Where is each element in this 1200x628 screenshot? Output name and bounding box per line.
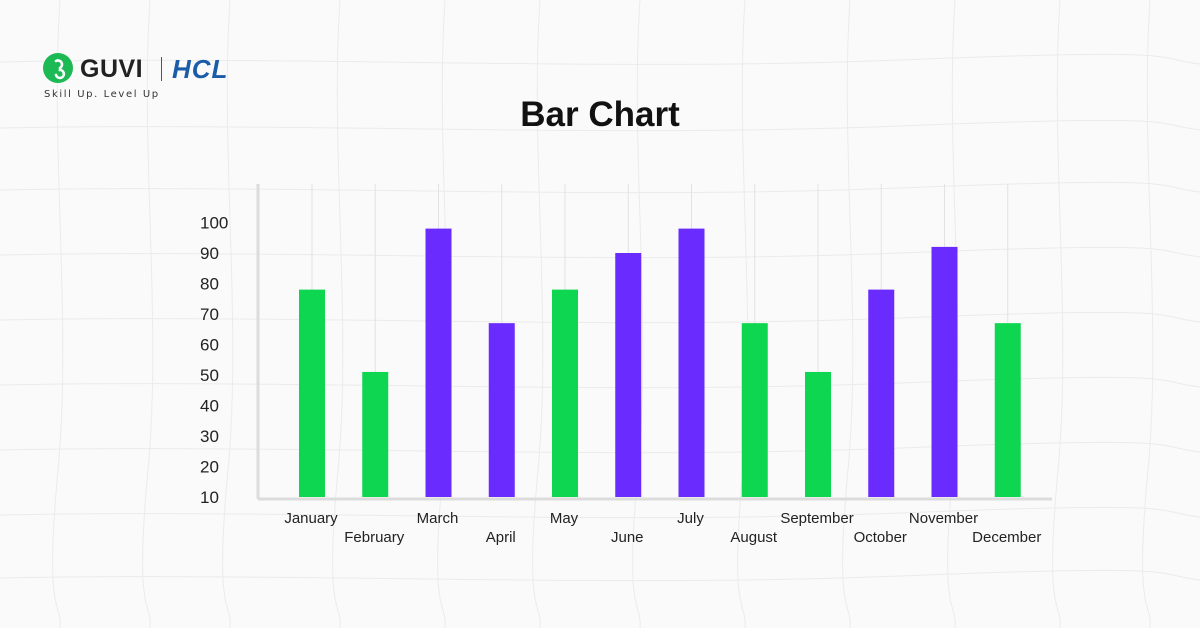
y-tick-label: 20 <box>200 458 219 477</box>
y-tick-label: 100 <box>200 214 228 233</box>
x-tick-label: March <box>417 510 459 527</box>
x-tick-label: April <box>486 529 516 546</box>
y-tick-label: 60 <box>200 336 219 355</box>
y-tick-label: 10 <box>200 488 219 507</box>
logo-divider <box>161 57 162 81</box>
bar-november <box>931 246 958 497</box>
x-tick-label: August <box>730 529 778 546</box>
y-tick-label: 50 <box>200 366 219 385</box>
brand-tagline: Skill Up. Level Up <box>44 89 160 100</box>
x-tick-label: July <box>677 510 704 527</box>
bar-september <box>805 371 831 497</box>
x-tick-label: December <box>972 529 1041 546</box>
bar-march <box>425 228 452 497</box>
y-tick-label: 30 <box>200 427 219 446</box>
x-tick-label: May <box>550 510 579 527</box>
x-tick-label: November <box>909 510 978 527</box>
x-tick-label: February <box>344 529 405 546</box>
y-tick-label: 80 <box>200 275 219 294</box>
brand-logo: GUVI HCL Skill Up. Level Up <box>43 53 303 103</box>
brand-name: GUVI <box>80 55 144 83</box>
chart-title: Bar Chart <box>520 95 680 134</box>
x-tick-label: January <box>284 510 338 527</box>
guvi-logo-icon <box>43 53 73 83</box>
bar-april <box>488 323 515 497</box>
y-tick-label: 40 <box>200 397 219 416</box>
bar-july <box>678 228 705 497</box>
partner-name: HCL <box>172 54 229 84</box>
x-tick-label: June <box>611 529 644 546</box>
bar-may <box>552 289 578 497</box>
bar-june <box>615 253 642 497</box>
x-tick-label: October <box>854 529 907 546</box>
bar-february <box>362 371 389 497</box>
bar-december <box>994 323 1021 497</box>
y-tick-label: 90 <box>200 244 219 263</box>
bar-october <box>868 289 895 497</box>
y-tick-label: 70 <box>200 305 219 324</box>
x-tick-label: September <box>780 510 853 527</box>
bar-august <box>741 323 768 497</box>
bar-january <box>299 289 325 497</box>
